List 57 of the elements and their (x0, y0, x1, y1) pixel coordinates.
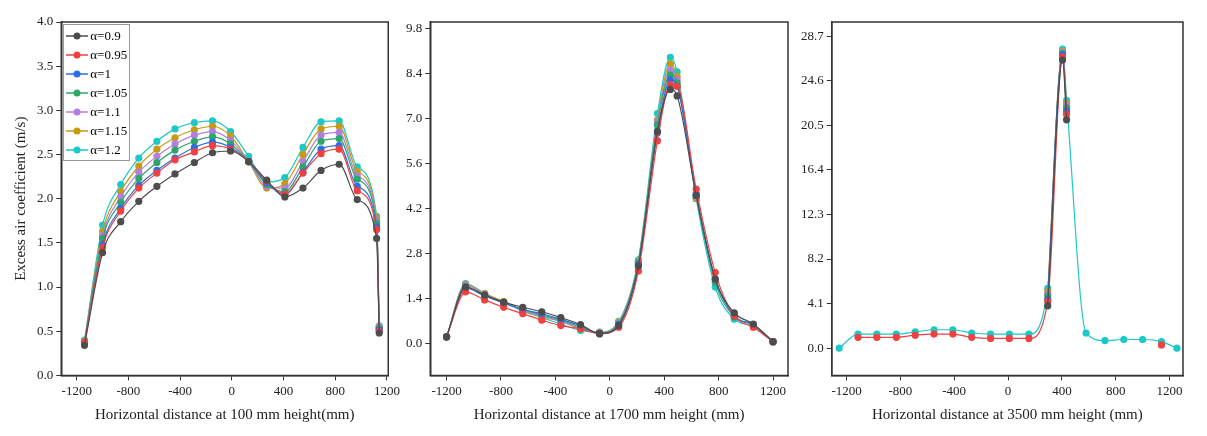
y-tick-label: 28.7 (801, 27, 825, 43)
legend-label: α=1.05 (90, 84, 128, 101)
y-tick-label: 0.0 (807, 339, 824, 355)
x-tick-label: 1200 (760, 382, 787, 398)
x-axis-title: Horizontal distance at 3500 mm height (mm) (871, 405, 1143, 423)
y-tick-label: 4.2 (406, 199, 423, 215)
y-tick-label: 3.0 (37, 101, 54, 117)
legend-label: α=0.9 (90, 27, 121, 44)
legend-label: α=0.95 (90, 46, 128, 63)
y-tick-label: 3.5 (37, 57, 54, 73)
x-tick-label: 400 (654, 382, 674, 398)
y-axis-title: Excess air coefficient (m/s) (11, 116, 29, 281)
y-tick-label: 0.0 (406, 334, 423, 350)
x-axis-title: Horizontal distance at 1700 mm height (mm) (473, 405, 745, 423)
y-tick-label: 0.0 (37, 366, 54, 382)
x-tick-label: 0 (228, 382, 236, 398)
x-tick-label: 0 (606, 382, 614, 398)
y-tick-label: 4.1 (807, 295, 824, 311)
x-tick-label: 800 (325, 382, 346, 398)
legend-label: α=1.2 (90, 141, 121, 158)
legend-label: α=1.15 (90, 122, 128, 139)
x-tick-label: 1200 (373, 382, 400, 398)
y-tick-label: 0.5 (37, 322, 54, 338)
x-tick-label: -1200 (831, 382, 862, 398)
x-tick-label: -400 (942, 382, 967, 398)
x-axis-title: Horizontal distance at 100 mm height(mm) (94, 405, 355, 423)
y-tick-label: 8.2 (807, 250, 824, 266)
y-tick-label: 2.8 (406, 244, 423, 260)
y-tick-label: 5.6 (406, 154, 423, 170)
x-tick-label: 0 (1004, 382, 1012, 398)
y-tick-label: 9.8 (406, 19, 423, 35)
x-tick-label: 400 (273, 382, 294, 398)
y-tick-label: 1.0 (37, 278, 54, 294)
y-tick-label: 4.0 (37, 13, 54, 29)
y-tick-label: 16.4 (801, 161, 825, 177)
legend-label: α=1 (90, 65, 111, 82)
x-tick-label: -1200 (61, 382, 92, 398)
x-tick-label: -1200 (431, 382, 462, 398)
x-tick-label: 400 (1052, 382, 1072, 398)
y-tick-label: 7.0 (406, 109, 423, 125)
y-tick-label: 2.5 (37, 145, 54, 161)
x-tick-label: -800 (116, 382, 141, 398)
y-tick-label: 1.4 (406, 289, 423, 305)
x-tick-label: -800 (888, 382, 913, 398)
x-tick-label: -800 (489, 382, 513, 398)
y-tick-label: 24.6 (801, 72, 825, 88)
y-tick-label: 12.3 (801, 205, 824, 221)
x-tick-label: -400 (168, 382, 193, 398)
y-tick-label: 8.4 (406, 64, 423, 80)
x-tick-label: 800 (708, 382, 729, 398)
y-tick-label: 1.5 (37, 234, 54, 250)
legend-label: α=1.1 (90, 103, 121, 120)
x-tick-label: 800 (1105, 382, 1126, 398)
x-tick-label: 1200 (1156, 382, 1183, 398)
y-tick-label: 20.5 (801, 116, 824, 132)
x-tick-label: -400 (543, 382, 568, 398)
y-tick-label: 2.0 (37, 190, 54, 206)
